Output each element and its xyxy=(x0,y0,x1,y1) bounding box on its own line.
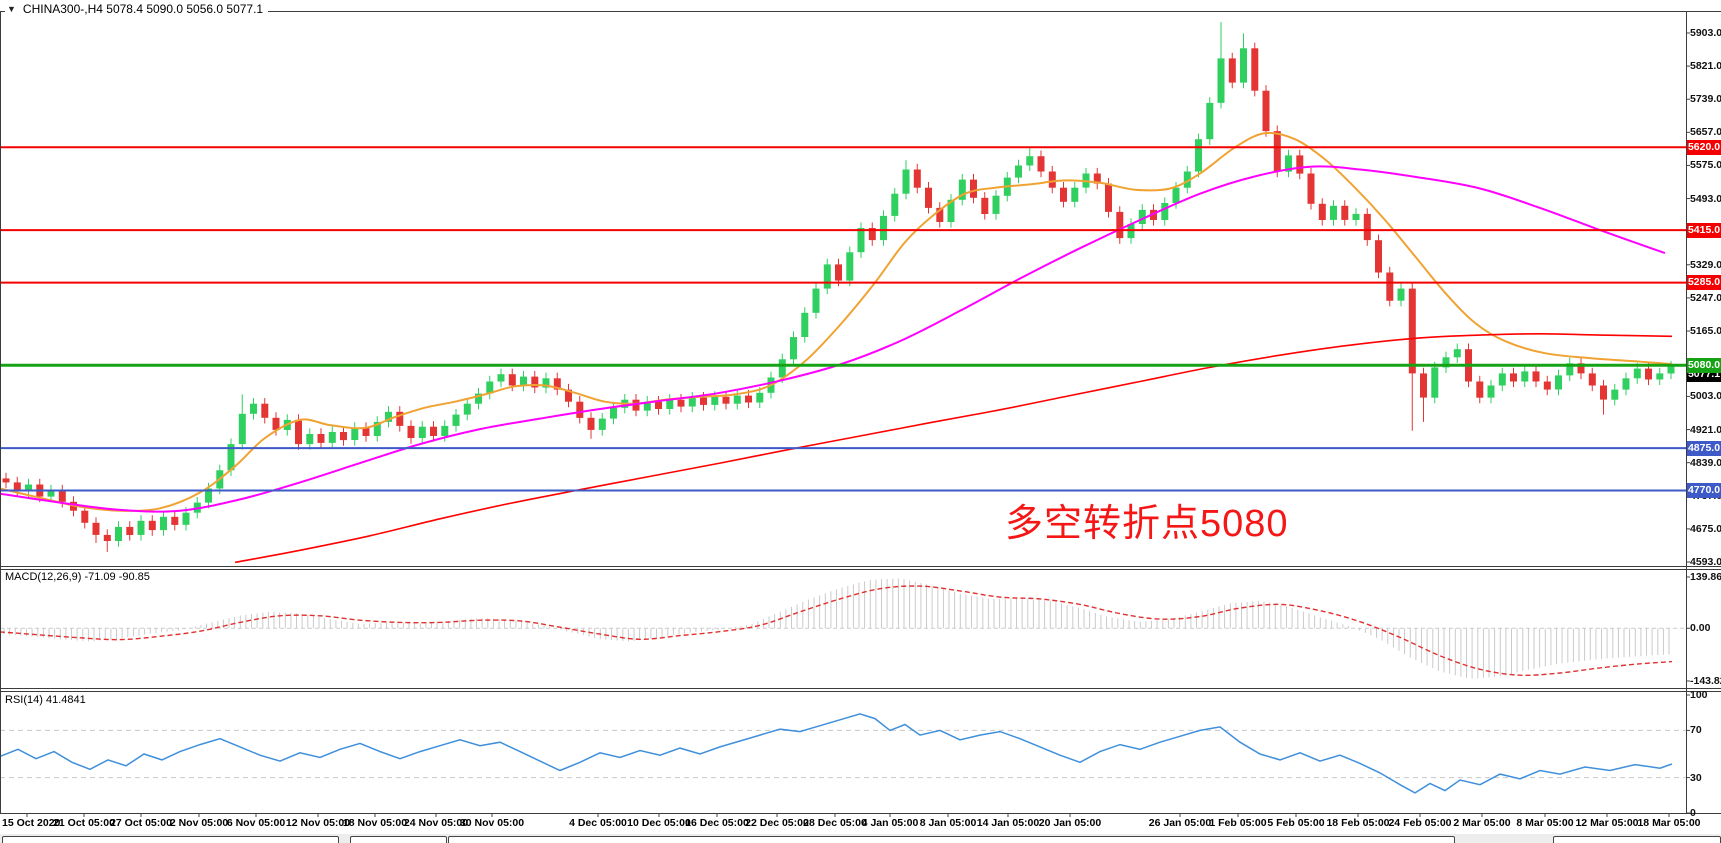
ma-fast-orange-line xyxy=(0,131,1673,512)
x-axis-label: 24 Nov 05:00 xyxy=(403,817,469,829)
ma-mid-magenta-line xyxy=(0,165,1666,513)
rsi-indicator-label: RSI(14) 41.4841 xyxy=(5,694,86,706)
x-axis-label: 4 Dec 05:00 xyxy=(569,817,627,829)
x-axis-label: 12 Nov 05:00 xyxy=(285,817,351,829)
symbol-dropdown-icon[interactable]: ▼ xyxy=(7,4,16,14)
macd-signal-line xyxy=(0,585,1673,677)
rsi-axis-label: 100 xyxy=(1690,689,1708,701)
x-axis-label: 1 Feb 05:00 xyxy=(1209,817,1267,829)
x-axis-label: 4 Jan 05:00 xyxy=(861,817,919,829)
macd-histogram xyxy=(3,578,1670,679)
panel-borders xyxy=(0,11,1721,817)
ma-slow-red-line xyxy=(234,332,1673,564)
rsi-line xyxy=(0,713,1673,794)
macd-axis-label: -143.82 xyxy=(1690,675,1721,687)
hline-price-label: 5080.0 xyxy=(1687,357,1721,373)
x-axis-label: 6 Nov 05:00 xyxy=(226,817,286,829)
bottom-window-tab[interactable] xyxy=(350,836,447,843)
y-axis-label: 4921.0 xyxy=(1690,423,1721,436)
hline-price-label: 4875.0 xyxy=(1687,440,1721,456)
x-axis-label: 18 Feb 05:00 xyxy=(1326,817,1390,829)
x-axis-label: 2 Nov 05:00 xyxy=(169,817,229,829)
y-axis-label: 5493.0 xyxy=(1690,192,1721,205)
y-axis-label: 5329.0 xyxy=(1690,258,1721,271)
x-axis-label: 27 Oct 05:00 xyxy=(110,817,172,829)
hline-price-label: 4770.0 xyxy=(1687,483,1721,499)
x-axis-label: 18 Nov 05:00 xyxy=(342,817,408,829)
x-axis-label: 22 Dec 05:00 xyxy=(745,817,809,829)
chart-annotation: 多空转折点5080 xyxy=(1005,503,1289,545)
hline-price-label: 5415.0 xyxy=(1687,222,1721,238)
bottom-window-tab[interactable] xyxy=(2,836,339,843)
x-axis-label: 24 Feb 05:00 xyxy=(1388,817,1452,829)
y-axis-label: 5247.0 xyxy=(1690,291,1721,304)
hline-price-label: 5620.0 xyxy=(1687,139,1721,155)
y-axis-label: 5739.0 xyxy=(1690,93,1721,106)
y-axis-label: 5903.0 xyxy=(1690,27,1721,39)
x-axis-label: 28 Dec 05:00 xyxy=(803,817,867,829)
y-axis-label: 4675.0 xyxy=(1690,522,1721,535)
y-axis-label: 5821.0 xyxy=(1690,60,1721,73)
candlestick-series xyxy=(2,22,1675,552)
macd-indicator-label: MACD(12,26,9) -71.09 -90.85 xyxy=(5,571,150,583)
y-axis-label: 5003.0 xyxy=(1690,390,1721,403)
symbol-ohlc-text: CHINA300-,H4 5078.4 5090.0 5056.0 5077.1 xyxy=(22,2,264,16)
rsi-axis-label: 0 xyxy=(1690,807,1696,819)
rsi-axis-label: 30 xyxy=(1690,771,1702,784)
hline-price-label: 5285.0 xyxy=(1687,275,1721,291)
bottom-window-tab[interactable] xyxy=(1553,836,1721,843)
y-axis-label: 4593.0 xyxy=(1690,556,1721,568)
x-axis-label: 20 Jan 05:00 xyxy=(1038,817,1102,829)
x-axis-label: 21 Oct 05:00 xyxy=(53,817,115,829)
x-axis-label: 15 Oct 2020 xyxy=(2,817,61,829)
macd-axis-label: 0.00 xyxy=(1690,622,1711,635)
x-axis-label: 26 Jan 05:00 xyxy=(1148,817,1212,829)
y-axis-label: 5657.0 xyxy=(1690,126,1721,139)
bottom-window-tab[interactable] xyxy=(448,836,1455,843)
x-axis-label: 2 Mar 05:00 xyxy=(1453,817,1511,829)
x-axis-label: 30 Nov 05:00 xyxy=(459,817,525,829)
x-axis-label: 8 Jan 05:00 xyxy=(919,817,977,829)
x-axis-label: 18 Mar 05:00 xyxy=(1637,817,1701,829)
y-axis-label: 5165.0 xyxy=(1690,325,1721,338)
y-axis-label: 5575.0 xyxy=(1690,159,1721,172)
rsi-axis-label: 70 xyxy=(1690,724,1702,737)
x-axis-label: 14 Jan 05:00 xyxy=(976,817,1040,829)
x-axis-label: 16 Dec 05:00 xyxy=(685,817,749,829)
symbol-info-bar: ▼ CHINA300-,H4 5078.4 5090.0 5056.0 5077… xyxy=(5,2,269,16)
x-axis-label: 8 Mar 05:00 xyxy=(1516,817,1574,829)
x-axis-label: 12 Mar 05:00 xyxy=(1575,817,1639,829)
x-axis-label: 10 Dec 05:00 xyxy=(627,817,691,829)
y-axis-label: 4839.0 xyxy=(1690,456,1721,469)
x-axis-label: 5 Feb 05:00 xyxy=(1267,817,1325,829)
macd-axis-label: 139.86 xyxy=(1690,571,1721,583)
